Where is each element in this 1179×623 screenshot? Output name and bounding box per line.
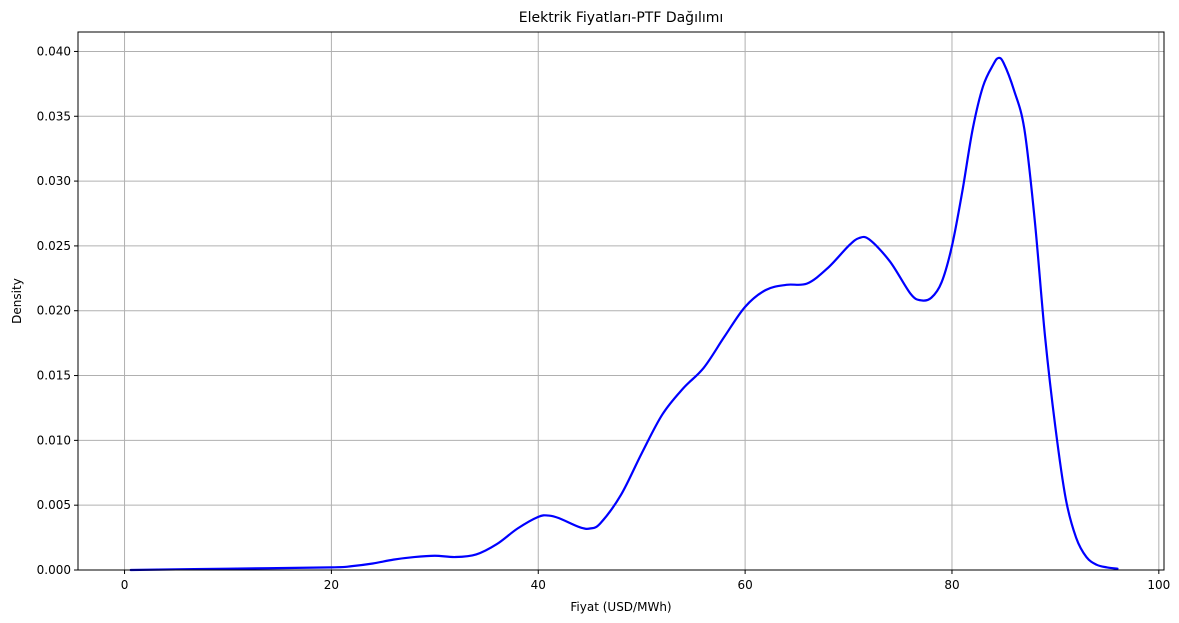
x-tick-label: 80	[944, 578, 959, 592]
chart-title: Elektrik Fiyatları-PTF Dağılımı	[519, 10, 724, 26]
y-tick-label: 0.025	[37, 239, 71, 253]
y-axis-ticks: 0.000 0.005 0.010 0.015 0.020 0.025 0.030 0.035…	[37, 44, 78, 577]
y-tick-label: 0.030	[37, 174, 71, 188]
x-tick-label: 40	[531, 578, 546, 592]
plot-frame	[77, 31, 1165, 571]
y-tick-label: 0.020	[37, 304, 71, 318]
x-tick-label: 20	[324, 578, 339, 592]
y-tick-label: 0.005	[37, 498, 71, 512]
plot-series	[129, 56, 1119, 572]
y-tick-label: 0.035	[37, 109, 71, 123]
density-line	[129, 56, 1119, 572]
y-tick-label: 0.010	[37, 433, 71, 447]
x-tick-label: 60	[737, 578, 752, 592]
y-tick-label: 0.015	[37, 369, 71, 383]
x-tick-label: 100	[1147, 578, 1170, 592]
y-tick-label: 0.040	[37, 44, 71, 58]
x-tick-label: 0	[121, 578, 129, 592]
y-axis-label: Density	[10, 278, 24, 324]
x-axis-label: Fiyat (USD/MWh)	[570, 600, 671, 614]
grid-lines	[78, 32, 1164, 571]
y-tick-label: 0.000	[37, 563, 71, 577]
x-axis-ticks: 0 20 40 60 80 100	[121, 570, 1170, 592]
